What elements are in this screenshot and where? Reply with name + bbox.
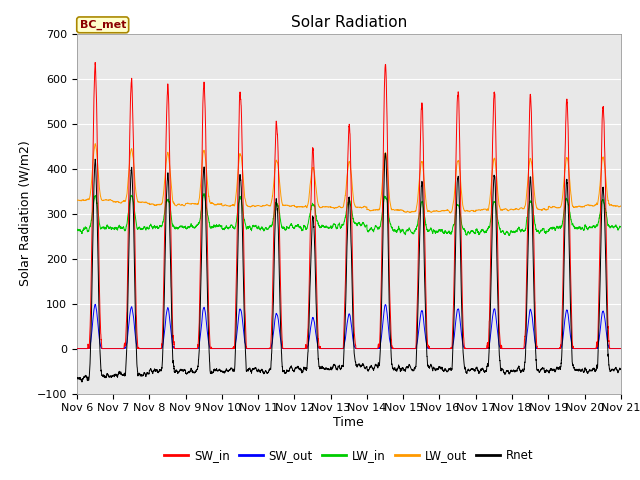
Text: BC_met: BC_met (79, 20, 126, 30)
Legend: SW_in, SW_out, LW_in, LW_out, Rnet: SW_in, SW_out, LW_in, LW_out, Rnet (159, 444, 538, 467)
Y-axis label: Solar Radiation (W/m2): Solar Radiation (W/m2) (18, 141, 31, 287)
X-axis label: Time: Time (333, 416, 364, 429)
Title: Solar Radiation: Solar Radiation (291, 15, 407, 30)
